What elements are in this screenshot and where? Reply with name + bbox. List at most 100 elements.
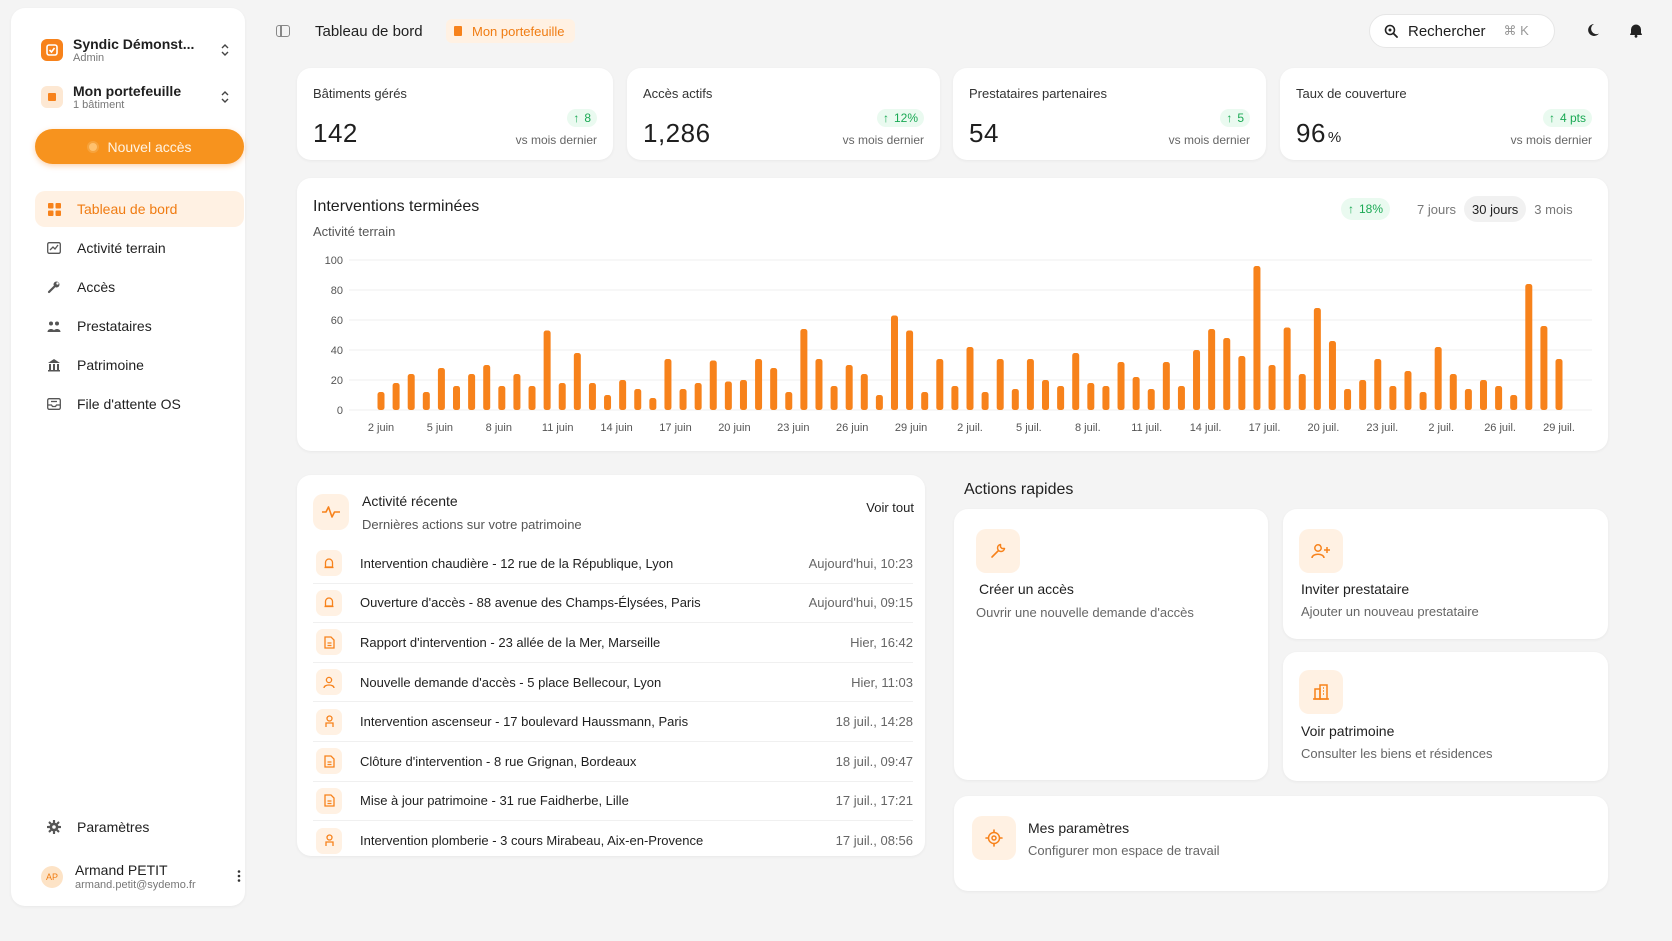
chart-bar[interactable]: [1026, 359, 1034, 410]
chart-bar[interactable]: [604, 395, 612, 410]
chart-bar[interactable]: [1177, 386, 1185, 410]
chart-bar[interactable]: [739, 380, 747, 410]
chart-bar[interactable]: [1117, 362, 1125, 410]
more-vertical-icon[interactable]: [237, 869, 241, 885]
chart-bar[interactable]: [634, 389, 642, 410]
chart-bar[interactable]: [1268, 365, 1276, 410]
chart-bar[interactable]: [1359, 380, 1367, 410]
chart-bar[interactable]: [453, 386, 461, 410]
activity-row[interactable]: Mise à jour patrimoine - 31 rue Faidherb…: [313, 782, 913, 822]
chart-bar[interactable]: [1072, 353, 1080, 410]
chart-bar[interactable]: [1011, 389, 1019, 410]
search-button[interactable]: Rechercher ⌘ K: [1369, 14, 1555, 48]
sidebar-item-os-queue[interactable]: File d'attente OS: [35, 386, 244, 422]
my-settings-card[interactable]: Mes paramètres Configurer mon espace de …: [954, 796, 1608, 891]
chart-bar[interactable]: [951, 386, 959, 410]
tab-7-days[interactable]: 7 jours: [1417, 201, 1457, 217]
chart-bar[interactable]: [407, 374, 415, 410]
activity-row[interactable]: Intervention plomberie - 3 cours Mirabea…: [313, 821, 913, 861]
sidebar-item-providers[interactable]: Prestataires: [35, 308, 244, 344]
chart-bar[interactable]: [724, 381, 732, 411]
chart-bar[interactable]: [664, 359, 672, 410]
tab-30-days[interactable]: 30 jours: [1464, 196, 1527, 222]
sidebar-item-access[interactable]: Accès: [35, 269, 244, 305]
stat-card-providers[interactable]: Prestataires partenaires 54 ↑ 5 vs mois d…: [953, 68, 1266, 160]
chart-bar[interactable]: [1253, 266, 1261, 410]
create-access-card[interactable]: Créer un accès Ouvrir une nouvelle deman…: [954, 509, 1268, 780]
stat-card-buildings[interactable]: Bâtiments gérés 142 ↑ 8 vs mois dernier: [297, 68, 613, 160]
new-access-button[interactable]: Nouvel accès: [35, 129, 244, 164]
chart-bar[interactable]: [1147, 389, 1155, 410]
org-switcher[interactable]: Syndic Démonst... Admin: [41, 34, 231, 66]
sidebar-item-settings[interactable]: Paramètres: [35, 809, 244, 845]
chart-bar[interactable]: [1510, 395, 1518, 410]
chart-bar[interactable]: [513, 374, 521, 410]
chart-bar[interactable]: [860, 374, 868, 410]
portfolio-badge[interactable]: Mon portefeuille: [446, 19, 575, 43]
chart-bar[interactable]: [755, 359, 763, 410]
chart-bar[interactable]: [1328, 341, 1336, 410]
chart-bar[interactable]: [785, 392, 793, 410]
stat-card-coverage[interactable]: Taux de couverture 96% ↑ 4 pts vs mois de…: [1280, 68, 1608, 160]
chart-bar[interactable]: [619, 380, 627, 410]
chart-bar[interactable]: [1449, 374, 1457, 410]
moon-icon[interactable]: [1587, 22, 1605, 40]
chart-bar[interactable]: [528, 386, 536, 410]
chart-bar[interactable]: [1404, 371, 1412, 410]
chart-bar[interactable]: [709, 360, 717, 411]
activity-row[interactable]: Clôture d'intervention - 8 rue Grignan, …: [313, 742, 913, 782]
chart-bar[interactable]: [392, 383, 400, 410]
chart-bar[interactable]: [1208, 329, 1216, 410]
chart-bar[interactable]: [588, 383, 596, 410]
chart-bar[interactable]: [830, 386, 838, 410]
chart-bar[interactable]: [483, 365, 491, 410]
chart-bar[interactable]: [936, 359, 944, 410]
chart-bar[interactable]: [1223, 338, 1231, 410]
chart-bar[interactable]: [1132, 377, 1140, 410]
chart-bar[interactable]: [679, 389, 687, 410]
chart-bar[interactable]: [966, 347, 974, 410]
stat-card-active-access[interactable]: Accès actifs 1,286 ↑ 12% vs mois dernier: [627, 68, 940, 160]
chart-bar[interactable]: [437, 368, 445, 410]
activity-row[interactable]: Ouverture d'accès - 88 avenue des Champs…: [313, 584, 913, 624]
chart-bar[interactable]: [1419, 392, 1427, 410]
chart-bar[interactable]: [543, 330, 551, 411]
chart-bar[interactable]: [921, 392, 929, 410]
view-assets-card[interactable]: Voir patrimoine Consulter les biens et r…: [1283, 652, 1608, 781]
chart-bar[interactable]: [1464, 389, 1472, 410]
chart-bar[interactable]: [498, 386, 506, 410]
chart-bar[interactable]: [558, 383, 566, 410]
sidebar-toggle-icon[interactable]: [276, 25, 290, 37]
sidebar-item-field-activity[interactable]: Activité terrain: [35, 230, 244, 266]
chart-bar[interactable]: [1434, 347, 1442, 410]
chart-bar[interactable]: [1389, 386, 1397, 410]
chart-bar[interactable]: [845, 365, 853, 410]
chart-bar[interactable]: [1525, 284, 1533, 410]
portfolio-switcher[interactable]: Mon portefeuille 1 bâtiment: [41, 80, 231, 114]
chart-bar[interactable]: [770, 368, 778, 410]
see-all-link[interactable]: Voir tout: [866, 500, 914, 515]
chart-bar[interactable]: [1283, 327, 1291, 411]
chart-bar[interactable]: [981, 392, 989, 410]
chart-bar[interactable]: [422, 392, 430, 410]
sidebar-item-dashboard[interactable]: Tableau de bord: [35, 191, 244, 227]
chart-bar[interactable]: [906, 330, 914, 411]
chart-bar[interactable]: [1162, 362, 1170, 410]
sidebar-item-assets[interactable]: Patrimoine: [35, 347, 244, 383]
chart-bar[interactable]: [1479, 380, 1487, 410]
chart-bar[interactable]: [815, 359, 823, 410]
chart-bar[interactable]: [800, 329, 808, 410]
chart-bar[interactable]: [1374, 359, 1382, 410]
chart-bar[interactable]: [649, 398, 657, 410]
chart-bar[interactable]: [1555, 359, 1563, 410]
bell-icon[interactable]: [1628, 22, 1646, 40]
chart-bar[interactable]: [1087, 383, 1095, 410]
invite-provider-card[interactable]: Inviter prestataire Ajouter un nouveau p…: [1283, 509, 1608, 639]
tab-3-months[interactable]: 3 mois: [1534, 201, 1573, 217]
chart-bar[interactable]: [694, 383, 702, 410]
chart-bar[interactable]: [1193, 350, 1201, 410]
chart-bar[interactable]: [875, 395, 883, 410]
user-menu[interactable]: AP Armand PETIT armand.petit@sydemo.fr: [41, 859, 241, 895]
chart-bar[interactable]: [1298, 374, 1306, 410]
activity-row[interactable]: Nouvelle demande d'accès - 5 place Belle…: [313, 663, 913, 703]
